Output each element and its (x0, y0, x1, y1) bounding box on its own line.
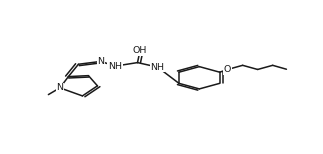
Text: N: N (57, 83, 63, 92)
Text: O: O (224, 65, 231, 74)
Text: NH: NH (151, 63, 164, 72)
Text: OH: OH (133, 46, 147, 55)
Text: N: N (98, 57, 104, 66)
Text: O: O (136, 46, 144, 55)
Text: NH: NH (108, 62, 122, 71)
